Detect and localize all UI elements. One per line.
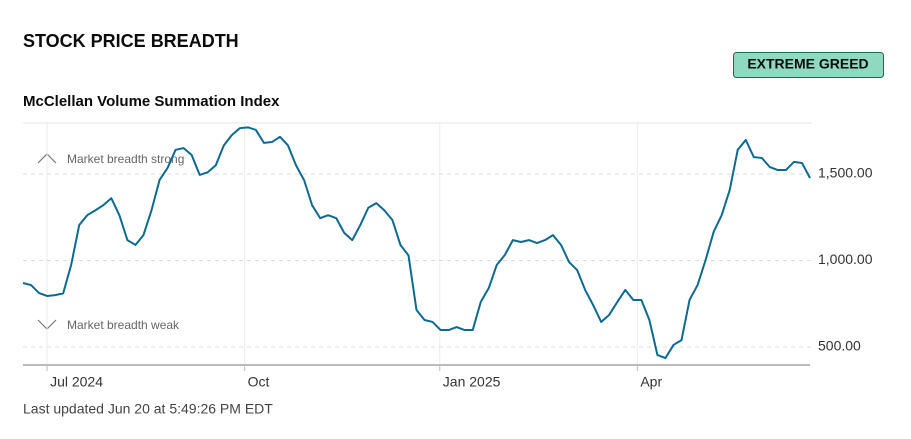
x-tick-label: Jan 2025 <box>443 374 501 390</box>
x-tick-label: Apr <box>640 374 662 390</box>
y-tick-label: 500.00 <box>818 338 861 354</box>
y-tick-label: 1,000.00 <box>818 251 873 267</box>
y-tick-label: 1,500.00 <box>818 165 873 181</box>
chart-title: STOCK PRICE BREADTH <box>23 31 239 51</box>
annotation: Market breadth weak <box>67 318 180 332</box>
footer: Last updated Jun 20 at 5:49:26 PM EDT <box>23 401 273 417</box>
chart-subtitle: McClellan Volume Summation Index <box>23 93 280 110</box>
x-tick-label: Jul 2024 <box>50 374 103 390</box>
rating-badge <box>733 52 884 78</box>
rating-text: EXTREME GREED <box>747 56 868 72</box>
x-tick-label: Oct <box>248 374 270 390</box>
line-series <box>22 126 811 360</box>
annotation: Market breadth strong <box>67 152 184 166</box>
